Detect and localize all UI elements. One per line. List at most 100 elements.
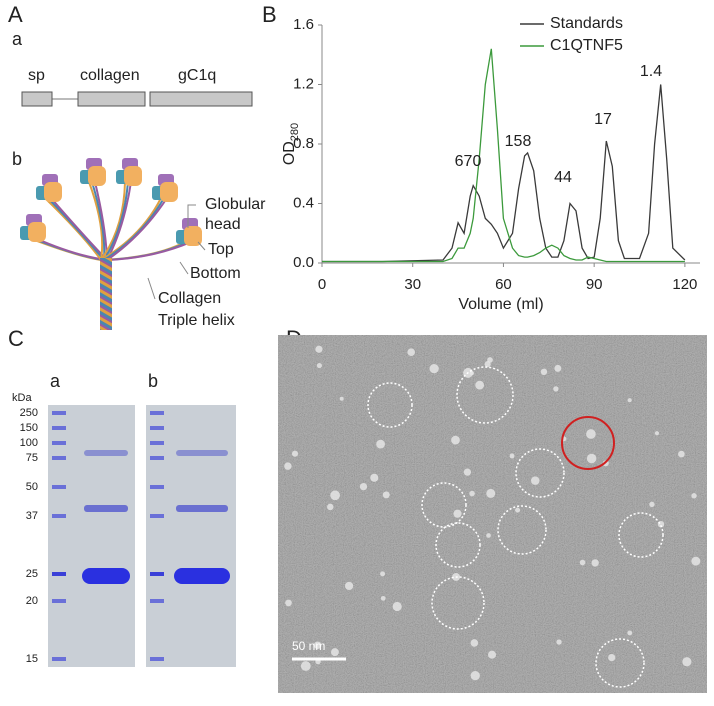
peak-annotation: 17 [594,111,612,128]
particle [608,653,616,662]
particle-circle [618,512,664,558]
band [82,568,130,584]
particle [451,435,460,445]
diagram-label: Triple helix [158,312,235,329]
stalk [100,197,162,261]
em-noise [278,335,707,693]
peak-annotation: 670 [455,153,482,170]
particle [370,473,379,482]
particle [484,361,491,368]
particle [530,476,540,485]
ladder-band [52,485,66,489]
y-tick-label: 1.2 [293,75,314,92]
particle [359,482,368,491]
diagram-label: Bottom [190,265,241,282]
x-axis-label: Volume (ml) [458,296,543,313]
domain-box [77,91,146,107]
y-tick-label: 1.6 [293,16,314,33]
particle-circle [456,366,514,424]
particle [345,581,354,591]
domain-label: gC1q [178,67,216,84]
particle [327,503,334,511]
series-line [322,48,685,263]
particle [654,431,660,436]
gel-bands [52,411,230,661]
particle [316,363,322,369]
particle [649,501,655,508]
head [44,182,62,202]
stalk [106,241,192,261]
particle [300,661,311,671]
marker-label: 250 [20,407,38,419]
stalk [103,197,165,261]
peak-annotation: 44 [554,169,572,186]
sub-label: b [148,371,158,391]
head [160,182,178,202]
leader [197,241,206,251]
ladder-band [150,657,164,661]
gel [146,405,236,667]
unit-label: kDa [12,392,32,404]
peak-annotation: 158 [505,133,532,150]
marker-label: 75 [26,452,38,464]
particle [339,396,344,401]
x-tick-label: 120 [672,276,697,293]
particle [579,559,586,566]
particle-circle [435,522,481,568]
particle [554,364,562,372]
particle-circle [421,482,467,528]
stalk [106,197,168,261]
stalk [88,181,104,261]
ladder-band [150,441,164,445]
domain-label: collagen [80,67,140,84]
x-tick-label: 0 [318,276,326,293]
head [28,222,46,242]
particle-circle [515,448,565,498]
particle [540,368,548,376]
particle [678,450,685,458]
particle [475,380,485,390]
stalk [47,197,105,261]
domain-box [21,91,53,107]
band [84,450,128,456]
particle [452,572,461,581]
ladder-band [52,456,66,460]
particle [586,453,597,464]
particle [591,559,599,567]
sub-label: b [12,149,22,169]
sub-label: a [50,371,61,391]
particle [330,648,339,657]
particle [682,657,692,667]
y-tick-label: 0.0 [293,254,314,271]
chart: 0.0 0.4 0.8 1.2 1.6 0 30 60 90 120 Volume (ml) OD28… [281,15,700,313]
ladder-band [150,456,164,460]
particle [586,429,596,439]
particle [509,453,515,459]
particle [556,639,562,645]
particle [627,398,632,403]
ladder-band [150,599,164,603]
particle [291,450,299,457]
head [184,226,202,246]
domain-label: sp [28,67,45,84]
head [124,166,142,186]
particle [285,599,292,607]
particle [453,509,462,518]
y-axis-label-main: OD [281,141,298,165]
head [88,166,106,186]
particle [392,601,402,612]
gel [48,405,135,667]
legend-label: Standards [550,15,623,32]
marker-label: 20 [26,595,38,607]
ladder-band [52,514,66,518]
particle [486,533,491,538]
particle [284,462,292,470]
particle [486,488,496,498]
sub-label: a [12,29,23,49]
particle-circle [431,576,485,630]
panel-label: C [8,326,24,351]
ladder-band [52,441,66,445]
ladder-band [52,599,66,603]
ladder-band [150,514,164,518]
